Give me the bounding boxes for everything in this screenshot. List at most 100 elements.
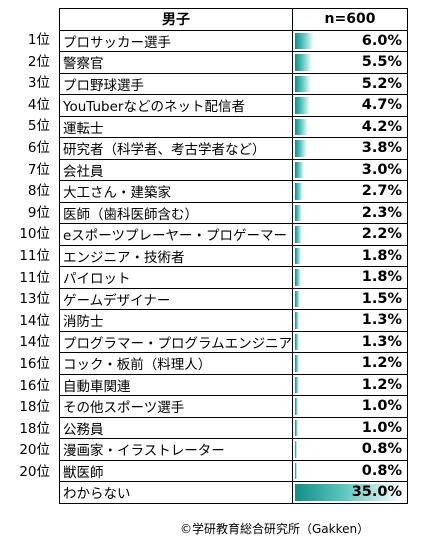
percentage-label: 4.7%	[361, 97, 402, 113]
percentage-cell: 5.2%	[292, 72, 408, 95]
header-sample-size: n=600	[292, 8, 408, 31]
job-name-cell: YouTuberなどのネット配信者	[59, 94, 293, 117]
table-row: 獣医師 0.8%	[59, 459, 408, 482]
percentage-cell: 6.0%	[292, 29, 408, 52]
rank-label: 4位	[27, 96, 50, 113]
data-bar	[295, 333, 299, 350]
table-row: YouTuberなどのネット配信者 4.7%	[59, 94, 408, 117]
percentage-label: 2.7%	[361, 183, 402, 199]
table-row: 漫画家・イラストレーター 0.8%	[59, 438, 408, 461]
table-row: プロサッカー選手 6.0%	[59, 29, 408, 52]
percentage-label: 0.8%	[361, 462, 402, 479]
rank-label: 14位	[19, 334, 50, 351]
rank-label: 6位	[27, 139, 50, 156]
rank-label: 7位	[27, 161, 50, 178]
percentage-cell: 1.2%	[292, 373, 408, 396]
percentage-label: 1.0%	[361, 419, 402, 436]
job-name-cell: コック・板前（料理人）	[59, 352, 293, 375]
table-row: 医師（歯科医師含む） 2.3%	[59, 201, 408, 224]
data-bar	[295, 290, 300, 307]
data-bar	[295, 118, 308, 135]
percentage-label: 3.0%	[361, 161, 402, 178]
data-bar	[295, 398, 299, 415]
rank-label: 2位	[27, 53, 50, 70]
table-row: わからない 35.0%	[59, 481, 408, 504]
job-name-cell: 警察官	[59, 51, 293, 74]
percentage-label: 5.5%	[361, 54, 402, 70]
percentage-cell: 1.3%	[292, 309, 408, 332]
percentage-cell: 1.0%	[292, 395, 408, 418]
percentage-label: 1.8%	[361, 247, 402, 264]
percentage-cell: 1.8%	[292, 266, 408, 289]
rank-label: 16位	[19, 355, 50, 372]
table-row: パイロット 1.8%	[59, 266, 408, 289]
percentage-label: 1.5%	[361, 290, 402, 307]
rank-label: 11位	[19, 247, 50, 264]
job-name-cell: わからない	[59, 481, 293, 504]
rank-label: 13位	[19, 291, 50, 308]
rank-label: 3位	[27, 75, 50, 92]
percentage-cell: 5.5%	[292, 51, 408, 74]
percentage-label: 0.8%	[361, 441, 402, 457]
data-bar	[295, 140, 307, 157]
percentage-cell: 4.2%	[292, 115, 408, 138]
percentage-cell: 1.3%	[292, 330, 408, 353]
job-name-cell: その他スポーツ選手	[59, 395, 293, 418]
percentage-label: 6.0%	[361, 32, 402, 49]
percentage-label: 2.3%	[361, 204, 402, 221]
data-bar	[295, 419, 299, 436]
percentage-cell: 2.3%	[292, 201, 408, 224]
percentage-cell: 1.0%	[292, 416, 408, 439]
table-row: 消防士 1.3%	[59, 309, 408, 332]
job-name-cell: プログラマー・プログラムエンジニア	[59, 330, 293, 353]
table-row: コック・板前（料理人） 1.2%	[59, 352, 408, 375]
percentage-label: 1.8%	[361, 269, 402, 285]
data-bar	[295, 97, 310, 114]
rank-label: 20位	[19, 442, 50, 459]
job-name-cell: 会社員	[59, 158, 293, 181]
job-name-cell: プロサッカー選手	[59, 29, 293, 52]
rank-label: 9位	[27, 204, 50, 221]
job-name-cell: 医師（歯科医師含む）	[59, 201, 293, 224]
data-bar	[295, 75, 312, 92]
header-row: 男子 n=600	[59, 8, 408, 31]
percentage-label: 4.2%	[361, 118, 402, 135]
table-row: 研究者（科学者、考古学者など） 3.8%	[59, 137, 408, 160]
rank-label: 14位	[19, 312, 50, 329]
header-category: 男子	[59, 8, 293, 31]
rank-label: 8位	[27, 183, 50, 200]
data-bar	[295, 204, 303, 221]
table-row: 運転士 4.2%	[59, 115, 408, 138]
table-row: 大工さん・建築家 2.7%	[59, 180, 408, 203]
rank-label: 16位	[19, 377, 50, 394]
data-bar	[295, 247, 301, 264]
job-name-cell: 自動車関連	[59, 373, 293, 396]
data-bar	[295, 269, 301, 286]
percentage-label: 3.8%	[361, 140, 402, 156]
percentage-label: 2.2%	[361, 226, 402, 242]
job-name-cell: 大工さん・建築家	[59, 180, 293, 203]
percentage-cell: 3.8%	[292, 137, 408, 160]
percentage-cell: 0.8%	[292, 438, 408, 461]
data-bar	[295, 441, 298, 458]
percentage-cell: 1.2%	[292, 352, 408, 375]
rank-label: 10位	[19, 226, 50, 243]
rank-label: 18位	[19, 420, 50, 437]
job-name-cell: ゲームデザイナー	[59, 287, 293, 310]
percentage-cell: 1.5%	[292, 287, 408, 310]
data-bar	[295, 312, 299, 329]
job-name-cell: エンジニア・技術者	[59, 244, 293, 267]
percentage-label: 35.0%	[351, 484, 402, 500]
percentage-cell: 1.8%	[292, 244, 408, 267]
table-row: 警察官 5.5%	[59, 51, 408, 74]
percentage-label: 1.3%	[361, 312, 402, 328]
rank-column: 1位 2位 3位 4位 5位 6位 7位 8位 9位 10位 11位 11位 13位 14位 14位 16位 1…	[0, 30, 56, 505]
percentage-label: 1.3%	[361, 333, 402, 350]
percentage-label: 5.2%	[361, 75, 402, 92]
percentage-cell: 2.2%	[292, 223, 408, 246]
data-bar	[295, 183, 304, 200]
job-name-cell: 消防士	[59, 309, 293, 332]
percentage-cell: 35.0%	[292, 481, 408, 504]
data-bar	[295, 484, 403, 501]
table-row: プロ野球選手 5.2%	[59, 72, 408, 95]
